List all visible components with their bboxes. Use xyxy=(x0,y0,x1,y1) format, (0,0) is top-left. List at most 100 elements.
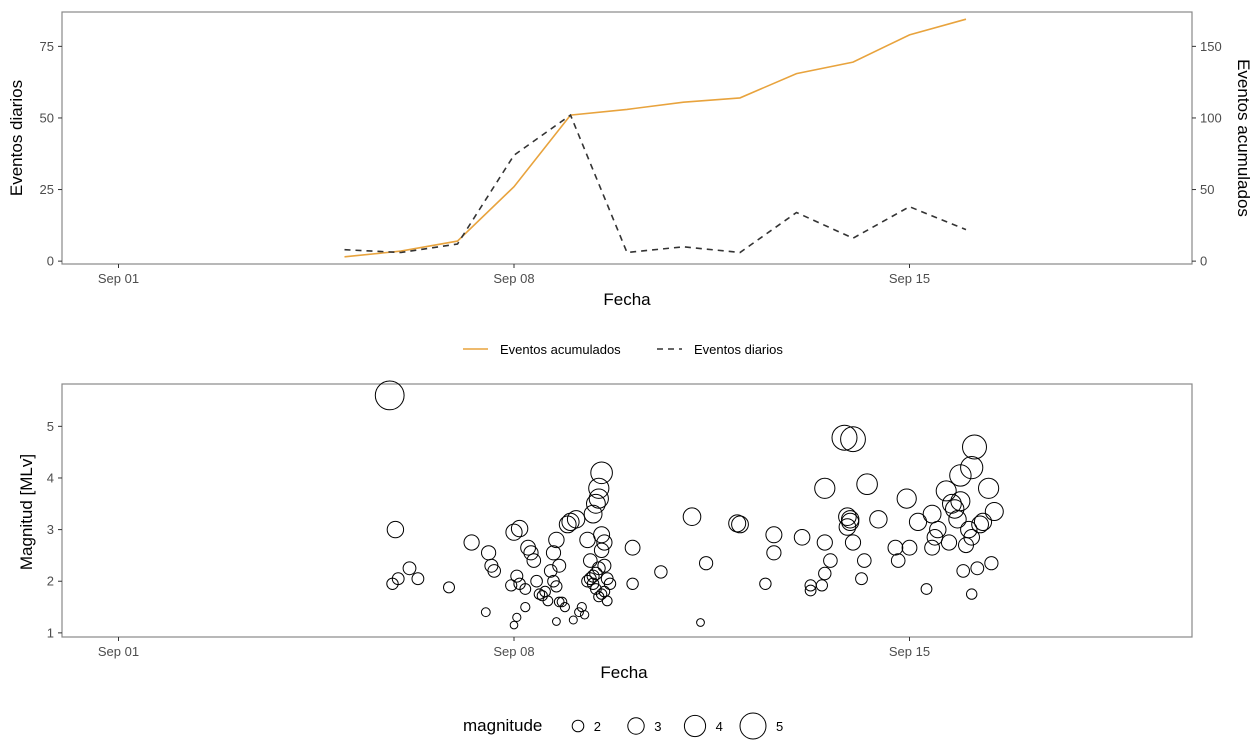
magnitude-point xyxy=(510,569,524,583)
magnitude-point xyxy=(963,529,981,546)
magnitude-point xyxy=(588,477,610,499)
x-tick-label: Sep 01 xyxy=(98,644,139,659)
top-y2-ticks: 0 50 100 150 xyxy=(1192,39,1222,269)
line-legend: Eventos acumulados Eventos diarios xyxy=(463,342,783,357)
magnitude-point xyxy=(926,529,944,546)
magnitude-point xyxy=(793,529,811,546)
x-tick-label: Sep 08 xyxy=(493,271,534,286)
top-x-ticks: Sep 01 Sep 08 Sep 15 xyxy=(98,264,930,286)
magnitude-point xyxy=(603,577,617,590)
magnitude-point xyxy=(731,515,749,534)
magnitude-point xyxy=(682,507,702,527)
y-tick-label: 0 xyxy=(47,254,54,269)
magnitude-point xyxy=(545,545,562,561)
bottom-y-axis-title: Magnitud [MLv] xyxy=(17,454,36,570)
magnitude-point xyxy=(973,512,993,532)
magnitude-point xyxy=(814,477,836,499)
size-legend-label: 3 xyxy=(654,719,661,734)
y-tick-label: 1 xyxy=(47,625,54,640)
magnitude-point xyxy=(391,572,405,586)
magnitude-point xyxy=(574,607,584,618)
x-tick-label: Sep 15 xyxy=(889,644,930,659)
magnitude-point xyxy=(844,534,862,551)
magnitude-point xyxy=(505,579,518,592)
magnitude-point xyxy=(869,510,888,529)
magnitude-point xyxy=(550,580,563,593)
magnitude-point xyxy=(566,510,586,529)
magnitude-point xyxy=(568,615,578,625)
magnitude-point xyxy=(966,588,978,600)
y-tick-label: 3 xyxy=(47,522,54,537)
magnitude-point xyxy=(838,507,857,527)
magnitude-point xyxy=(696,618,705,627)
y-tick-label: 50 xyxy=(40,110,54,125)
magnitude-point xyxy=(512,612,522,623)
magnitude-point xyxy=(960,456,984,480)
magnitude-point xyxy=(411,572,425,586)
magnitude-point xyxy=(588,488,609,509)
top-x-axis-title: Fecha xyxy=(603,290,651,309)
size-legend-label: 4 xyxy=(716,719,723,734)
magnitude-point xyxy=(816,534,833,551)
magnitude-point xyxy=(583,553,598,568)
top-series-layer xyxy=(344,18,967,258)
magnitude-point xyxy=(586,577,600,590)
magnitude-point xyxy=(962,434,987,460)
magnitude-point xyxy=(908,512,928,532)
bottom-points-layer xyxy=(374,380,1004,630)
magnitude-point xyxy=(818,566,832,581)
size-legend-label: 2 xyxy=(594,719,601,734)
magnitude-point xyxy=(960,520,978,539)
size-legend-items: 2 3 4 5 xyxy=(571,712,783,740)
magnitude-point xyxy=(626,577,639,590)
magnitude-point xyxy=(654,565,668,579)
x-tick-label: Sep 15 xyxy=(889,271,930,286)
size-legend: magnitude 2 3 4 5 xyxy=(463,712,783,740)
magnitude-point xyxy=(593,542,610,558)
size-legend-title: magnitude xyxy=(463,716,542,735)
x-tick-label: Sep 01 xyxy=(98,271,139,286)
magnitude-point xyxy=(542,595,554,607)
size-legend-key xyxy=(739,712,767,740)
eventos-acumulados-line xyxy=(344,18,967,258)
magnitude-point xyxy=(766,545,782,561)
magnitude-point xyxy=(559,602,571,613)
magnitude-point xyxy=(831,424,858,451)
magnitude-point xyxy=(765,526,783,544)
magnitude-point xyxy=(970,561,985,576)
magnitude-point xyxy=(840,426,866,453)
top-chart: Sep 01 Sep 08 Sep 15 0 25 50 75 0 50 100 150 Fec… xyxy=(7,11,1253,309)
magnitude-point xyxy=(823,553,838,568)
magnitude-point xyxy=(579,610,590,620)
magnitude-point xyxy=(480,607,491,618)
magnitude-point xyxy=(838,518,857,536)
size-legend-key xyxy=(627,717,645,735)
y-tick-label: 2 xyxy=(47,574,54,589)
magnitude-point xyxy=(956,564,971,578)
magnitude-point xyxy=(940,534,958,551)
magnitude-point xyxy=(505,523,523,541)
magnitude-point xyxy=(590,461,613,485)
magnitude-point xyxy=(815,579,829,592)
top-y2-axis-title: Eventos acumulados xyxy=(1234,59,1253,217)
magnitude-point xyxy=(935,480,957,502)
magnitude-point xyxy=(487,564,502,578)
magnitude-point xyxy=(896,488,917,509)
magnitude-point xyxy=(556,596,568,608)
magnitude-point xyxy=(856,473,878,496)
magnitude-point xyxy=(386,520,405,539)
magnitude-point xyxy=(949,464,972,487)
magnitude-point xyxy=(887,539,904,556)
size-legend-label: 5 xyxy=(776,719,783,734)
x-tick-label: Sep 08 xyxy=(493,644,534,659)
magnitude-point xyxy=(699,556,714,571)
y-tick-label: 5 xyxy=(47,419,54,434)
legend-label: Eventos diarios xyxy=(694,342,783,357)
magnitude-point xyxy=(924,539,940,556)
y2-tick-label: 50 xyxy=(1200,182,1214,197)
bottom-x-ticks: Sep 01 Sep 08 Sep 15 xyxy=(98,637,930,659)
magnitude-point xyxy=(543,564,558,578)
magnitude-point xyxy=(552,617,561,626)
magnitude-point xyxy=(523,545,539,561)
